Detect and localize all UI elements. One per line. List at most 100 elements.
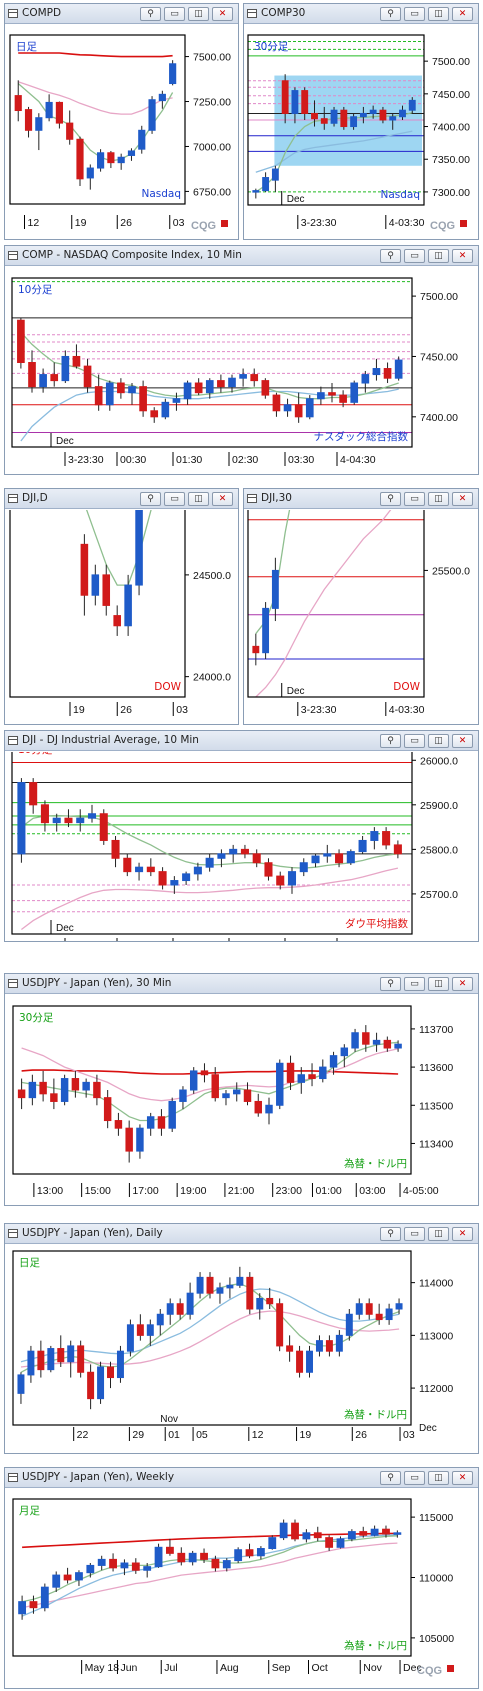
candle[interactable] xyxy=(18,1595,27,1620)
candle[interactable] xyxy=(113,605,121,636)
candle[interactable] xyxy=(217,374,225,393)
candle[interactable] xyxy=(124,574,132,636)
candle[interactable] xyxy=(39,1070,47,1102)
candle[interactable] xyxy=(245,1543,254,1559)
candle[interactable] xyxy=(211,1067,219,1102)
title-bar[interactable]: USDJPY - Japan (Yen), Weekly ⚲ ▭ ◫ ✕ xyxy=(5,1468,478,1488)
candle[interactable] xyxy=(250,368,259,387)
candle[interactable] xyxy=(359,1526,368,1538)
candle[interactable] xyxy=(39,368,47,393)
candle[interactable] xyxy=(317,386,325,405)
close-button[interactable]: ✕ xyxy=(452,249,473,263)
candle[interactable] xyxy=(127,148,136,161)
candle[interactable] xyxy=(29,1595,38,1614)
candle[interactable] xyxy=(216,1282,224,1304)
candle[interactable] xyxy=(246,1272,254,1315)
candle[interactable] xyxy=(294,392,303,423)
candle[interactable] xyxy=(323,844,332,863)
candle[interactable] xyxy=(83,358,92,393)
candle[interactable] xyxy=(302,1529,311,1543)
candle[interactable] xyxy=(205,853,214,872)
candle[interactable] xyxy=(252,633,260,666)
candle[interactable] xyxy=(291,87,299,124)
candle[interactable] xyxy=(320,106,328,130)
candle[interactable] xyxy=(189,1067,198,1094)
candle[interactable] xyxy=(45,94,53,122)
restore-button[interactable]: ◫ xyxy=(188,492,209,506)
restore-button[interactable]: ◫ xyxy=(428,249,449,263)
candle[interactable] xyxy=(172,392,181,411)
title-bar[interactable]: COMPD ⚲ ▭ ◫ ✕ xyxy=(5,4,238,24)
candle[interactable] xyxy=(17,1078,26,1110)
candle[interactable] xyxy=(311,853,320,868)
candle[interactable] xyxy=(156,1309,164,1336)
candle[interactable] xyxy=(340,1044,349,1068)
candle[interactable] xyxy=(345,1309,353,1341)
restore-button[interactable]: ◫ xyxy=(428,1227,449,1241)
candle[interactable] xyxy=(120,1559,129,1576)
candle[interactable] xyxy=(358,836,367,854)
chart-window-comp30[interactable]: COMP30 ⚲ ▭ ◫ ✕ 7500.00 7450.00 7400.00 7350.00 73… xyxy=(243,3,479,240)
link-button[interactable]: ⚲ xyxy=(140,7,161,21)
link-button[interactable]: ⚲ xyxy=(380,249,401,263)
candle[interactable] xyxy=(361,370,370,393)
candle[interactable] xyxy=(64,809,73,828)
close-button[interactable]: ✕ xyxy=(452,7,473,21)
candle[interactable] xyxy=(97,1555,106,1571)
candle[interactable] xyxy=(161,398,170,420)
candle[interactable] xyxy=(200,1063,209,1083)
candle[interactable] xyxy=(117,153,125,170)
title-bar[interactable]: DJI,D ⚲ ▭ ◫ ✕ xyxy=(5,489,238,509)
candle[interactable] xyxy=(47,1345,55,1373)
candle[interactable] xyxy=(306,1345,313,1378)
candle[interactable] xyxy=(276,871,285,890)
restore-button[interactable]: ◫ xyxy=(428,7,449,21)
candle[interactable] xyxy=(291,1519,299,1542)
title-bar[interactable]: USDJPY - Japan (Yen), 30 Min ⚲ ▭ ◫ ✕ xyxy=(5,974,478,994)
candle[interactable] xyxy=(107,1361,114,1389)
candle[interactable] xyxy=(146,858,155,877)
candle[interactable] xyxy=(205,378,214,399)
candle[interactable] xyxy=(63,1567,72,1584)
candle[interactable] xyxy=(296,1345,304,1378)
candle[interactable] xyxy=(340,106,348,130)
candle[interactable] xyxy=(72,344,81,369)
candle[interactable] xyxy=(350,380,359,405)
candle[interactable] xyxy=(252,188,260,199)
candle[interactable] xyxy=(286,1335,294,1362)
candle[interactable] xyxy=(395,1298,403,1315)
candle[interactable] xyxy=(66,110,74,145)
candle[interactable] xyxy=(236,1266,244,1288)
candle[interactable] xyxy=(135,862,144,881)
candle[interactable] xyxy=(76,136,84,187)
candle[interactable] xyxy=(262,602,270,660)
candle[interactable] xyxy=(50,362,59,387)
chart-canvas[interactable]: 7500.00 7450.00 7400.00 7350.00 7300.00 3-23:… xyxy=(244,25,478,240)
candle[interactable] xyxy=(328,383,336,403)
chart-canvas[interactable]: 26000.0 25900.0 25800.0 25700.0 3-23:30 00:30… xyxy=(5,752,478,942)
candle[interactable] xyxy=(393,1530,402,1538)
candle[interactable] xyxy=(158,867,167,890)
candle[interactable] xyxy=(24,106,33,138)
candle[interactable] xyxy=(194,378,203,396)
candle[interactable] xyxy=(67,1340,75,1378)
candle[interactable] xyxy=(346,849,355,865)
title-bar[interactable]: COMP30 ⚲ ▭ ◫ ✕ xyxy=(244,4,478,24)
candle[interactable] xyxy=(176,1298,184,1320)
candle[interactable] xyxy=(266,1287,274,1309)
candle[interactable] xyxy=(135,510,143,596)
candle[interactable] xyxy=(370,1525,379,1537)
close-button[interactable]: ✕ xyxy=(452,1471,473,1485)
candle[interactable] xyxy=(139,380,147,417)
candle[interactable] xyxy=(168,1097,176,1132)
candle[interactable] xyxy=(211,1555,220,1572)
chart-window-dji30[interactable]: DJI,30⚲▭◫✕26000.025750.025500.03-23:304-… xyxy=(243,488,479,725)
minimize-button[interactable]: ▭ xyxy=(404,734,425,748)
candle[interactable] xyxy=(265,1097,273,1125)
candle[interactable] xyxy=(109,1553,117,1572)
candle[interactable] xyxy=(188,1550,197,1566)
candle[interactable] xyxy=(177,1547,186,1566)
candle[interactable] xyxy=(75,1570,83,1586)
candle[interactable] xyxy=(186,1282,194,1320)
candle[interactable] xyxy=(40,800,49,832)
